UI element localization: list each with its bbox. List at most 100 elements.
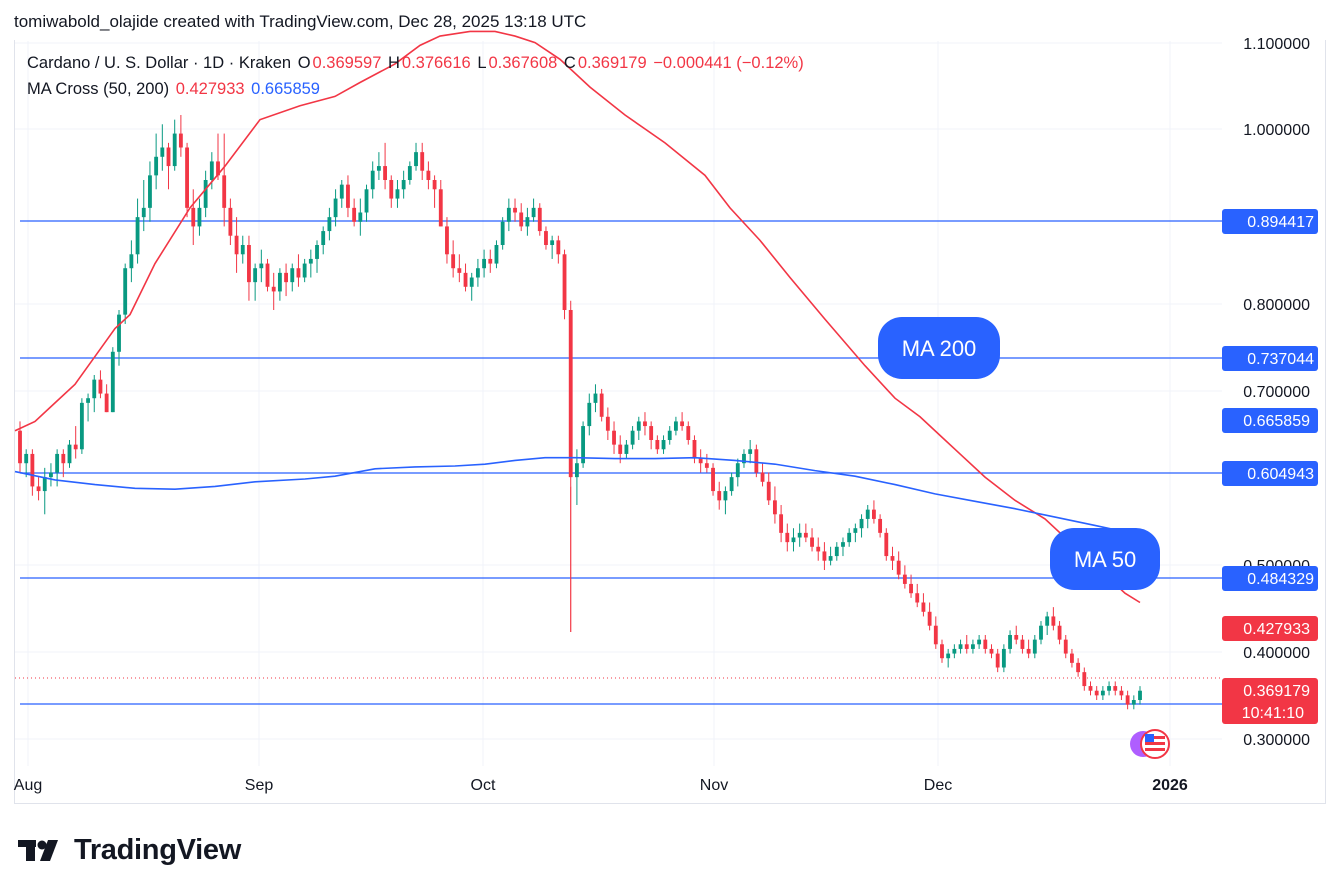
level-tag-label: 0.737044	[1247, 351, 1314, 368]
candle-body	[482, 258, 487, 269]
candle-body	[383, 166, 388, 180]
candle-body	[1039, 625, 1043, 640]
candle-body	[1045, 616, 1050, 626]
candle-body	[834, 546, 839, 557]
candle-body	[500, 221, 505, 245]
candle-body	[816, 546, 821, 552]
price-tag-label: 0.427933	[1243, 621, 1310, 638]
candle-body	[754, 449, 759, 473]
candle-body	[624, 444, 629, 454]
candle-body	[933, 625, 938, 645]
x-tick-label: Sep	[245, 777, 274, 794]
candle-body	[1088, 686, 1093, 691]
candle-body	[1113, 686, 1118, 691]
candle-body	[302, 263, 307, 278]
candle-body	[432, 180, 437, 190]
y-tick-label: 1.000000	[1243, 122, 1310, 139]
legend-l-label: L	[477, 54, 487, 72]
candle-body	[630, 430, 635, 445]
candle-body	[488, 258, 493, 264]
candle-body	[395, 189, 400, 199]
candle-body	[197, 207, 202, 227]
candle-body	[878, 518, 883, 533]
candle-body	[977, 639, 982, 645]
candle-body	[537, 207, 542, 232]
candle-body	[958, 644, 963, 649]
candle-body	[420, 152, 425, 171]
level-tag	[1222, 346, 1318, 371]
y-tick-label: 0.800000	[1243, 297, 1310, 314]
candle-body	[271, 286, 276, 292]
candle-body	[760, 472, 765, 482]
candle-body	[49, 472, 53, 478]
candle-body	[1032, 639, 1037, 654]
candle-body	[86, 398, 90, 403]
candle-body	[265, 263, 270, 287]
level-tag	[1222, 461, 1318, 486]
annotation-label: MA 50	[1074, 547, 1136, 572]
x-axis-labels: Aug Sep Oct Nov Dec 2026	[14, 777, 1188, 794]
ma200-line	[14, 456, 1141, 537]
candle-body	[1057, 625, 1062, 640]
candle-body	[445, 226, 449, 255]
candle-body	[655, 440, 660, 450]
candle-body	[376, 166, 381, 171]
ma50-value: 0.427933	[175, 80, 245, 98]
candle-body	[191, 207, 196, 227]
candle-body	[1020, 639, 1025, 649]
annotation-label: MA 200	[902, 336, 977, 361]
candle-body	[673, 421, 678, 431]
candle-body	[1138, 690, 1142, 700]
candle-body	[321, 231, 326, 245]
candle-body	[333, 198, 338, 218]
candle-body	[643, 421, 647, 427]
candle-body	[42, 477, 47, 492]
candle-body	[946, 653, 951, 659]
candle-body	[841, 542, 845, 547]
candle-body	[513, 207, 517, 213]
candle-body	[692, 440, 697, 459]
price-tags: 0.8944170.7370440.6049430.4843290.339592…	[1222, 209, 1318, 724]
candle-body	[612, 430, 616, 445]
candle-body	[222, 175, 227, 208]
candle-body	[172, 133, 177, 167]
candle-body	[574, 463, 579, 478]
candle-body	[228, 207, 233, 236]
level-tag-label: 0.604943	[1247, 466, 1314, 483]
x-tick-label: Dec	[924, 777, 952, 794]
candle-body	[971, 644, 975, 649]
candle-body	[1014, 635, 1019, 640]
moving-averages	[14, 30, 1141, 604]
candle-body	[203, 180, 208, 208]
candle-body	[556, 240, 561, 255]
candle-body	[284, 272, 288, 283]
candle-body	[364, 189, 369, 213]
chart-credit: tomiwabold_olajide created with TradingV…	[14, 12, 587, 31]
candle-body	[636, 421, 641, 431]
y-tick-label: 0.700000	[1243, 384, 1310, 401]
candle-body	[407, 166, 412, 180]
candle-body	[1001, 648, 1006, 668]
candle-body	[1131, 700, 1136, 705]
candle-body	[346, 184, 350, 208]
price-tag	[1222, 408, 1318, 433]
y-tick-label: 0.400000	[1243, 645, 1310, 662]
price-tag	[1222, 678, 1318, 724]
level-tag	[1222, 566, 1318, 591]
candle-body	[772, 500, 777, 515]
candle-body	[940, 644, 944, 659]
candle-body	[742, 453, 746, 464]
candle-body	[277, 272, 282, 292]
legend-high: 0.376616	[401, 54, 471, 72]
candle-body	[964, 644, 969, 649]
level-tag	[1222, 209, 1318, 234]
candle-body	[494, 245, 499, 264]
candle-body	[475, 268, 480, 278]
candle-body	[785, 532, 790, 543]
annotation-bubble	[1050, 528, 1160, 590]
annotations: MA 200 MA 50	[878, 317, 1160, 590]
candle-body	[426, 170, 431, 180]
candle-body	[117, 314, 121, 352]
candle-body	[79, 402, 84, 450]
